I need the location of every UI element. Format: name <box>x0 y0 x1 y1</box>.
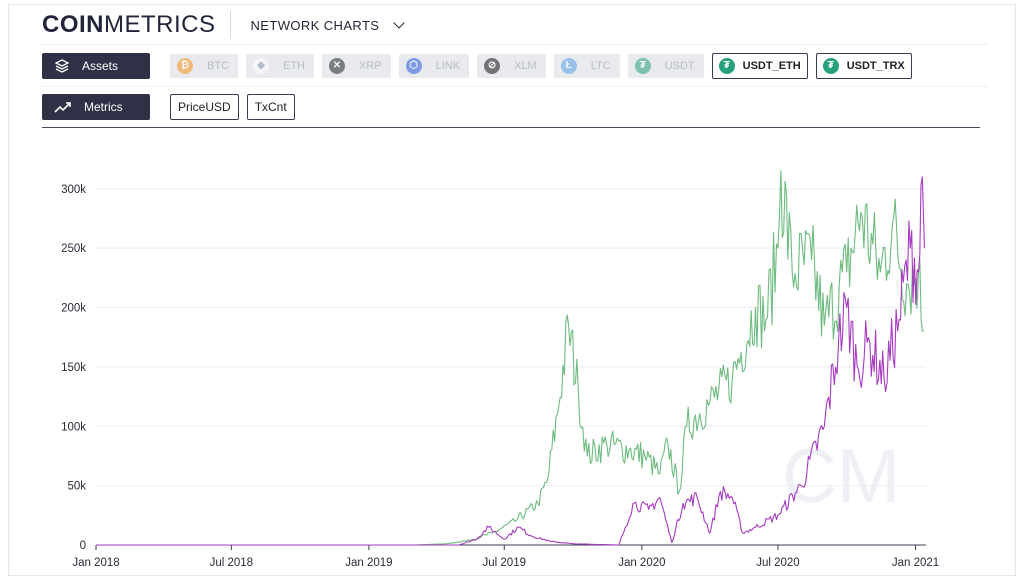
asset-chip-label: ETH <box>283 60 305 72</box>
metric-option-txcnt[interactable]: TxCnt <box>246 94 295 120</box>
network-charts-dropdown[interactable]: NETWORK CHARTS <box>250 17 406 33</box>
header: COINMETRICS NETWORK CHARTS <box>42 10 406 40</box>
y-tick-label: 150k <box>61 362 86 374</box>
x-tick-label: Jan 2019 <box>345 557 392 569</box>
metric-option-label: TxCnt <box>254 100 287 114</box>
y-tick-label: 200k <box>61 303 86 315</box>
asset-chip-usdt-eth[interactable]: ₮ USDT_ETH <box>711 53 808 79</box>
chainlink-icon: ⬡ <box>405 58 422 74</box>
chart-divider <box>42 127 980 128</box>
tether-icon: ₮ <box>822 58 839 74</box>
bitcoin-icon: ₿ <box>177 58 193 74</box>
ethereum-icon: ◆ <box>253 58 269 74</box>
layers-icon <box>54 59 70 73</box>
metrics-label: Metrics <box>84 100 123 114</box>
metric-option-label: PriceUSD <box>178 100 231 114</box>
x-tick-label: Jul 2018 <box>210 557 253 569</box>
series-group <box>96 170 926 546</box>
assets-divider-line <box>42 86 988 87</box>
asset-chip-btc[interactable]: ₿ BTC <box>170 54 238 78</box>
asset-chip-ltc[interactable]: Ł LTC <box>553 54 620 78</box>
x-tick-label: Jul 2020 <box>756 557 799 569</box>
coinmetrics-logo[interactable]: COINMETRICS <box>42 11 216 38</box>
y-axis: 0 50k 100k 150k 200k 250k 300k <box>61 184 86 552</box>
asset-chip-xlm[interactable]: ⊘ XLM <box>477 54 546 78</box>
asset-chip-label: LINK <box>435 60 461 72</box>
asset-chip-label: USDT <box>664 60 695 72</box>
xrp-icon: ✕ <box>329 58 345 74</box>
y-tick-label: 50k <box>67 481 86 493</box>
asset-chip-usdt[interactable]: ₮ USDT <box>627 54 704 78</box>
asset-chip-xrp[interactable]: ✕ XRP <box>322 54 391 78</box>
asset-chip-link[interactable]: ⬡ LINK <box>398 54 470 78</box>
header-divider-line <box>42 44 988 45</box>
metrics-row: Metrics PriceUSD TxCnt <box>42 94 295 120</box>
stellar-icon: ⊘ <box>484 58 501 74</box>
metric-option-priceusd[interactable]: PriceUSD <box>170 94 239 120</box>
asset-chip-label: USDT_ETH <box>742 60 801 72</box>
x-tick-label: Jan 2018 <box>72 557 119 569</box>
assets-label: Assets <box>82 59 119 73</box>
asset-chip-usdt-trx[interactable]: ₮ USDT_TRX <box>815 53 912 79</box>
y-tick-label: 0 <box>80 540 86 552</box>
y-tick-label: 250k <box>61 243 86 255</box>
y-tick-label: 100k <box>61 421 86 433</box>
assets-button[interactable]: Assets <box>42 53 150 79</box>
asset-chip-eth[interactable]: ◆ ETH <box>246 54 314 78</box>
trending-up-icon <box>54 102 71 113</box>
assets-row: Assets ₿ BTC ◆ ETH ✕ XRP ⬡ LINK ⊘ XLM Ł LTC ₮ USDT ₮ US… <box>42 53 912 79</box>
x-tick-label: Jan 2020 <box>618 557 665 569</box>
x-axis: Jan 2018 Jul 2018 Jan 2019 Jul 2019 Jan 2020… <box>72 545 939 569</box>
x-tick-label: Jul 2019 <box>483 557 526 569</box>
header-divider <box>229 11 231 39</box>
asset-chip-label: LTC <box>590 60 611 72</box>
tether-icon: ₮ <box>634 58 651 74</box>
y-tick-label: 300k <box>61 184 86 196</box>
asset-chip-label: XLM <box>514 60 537 72</box>
network-charts-label: NETWORK CHARTS <box>250 17 380 33</box>
series-line-1 <box>96 176 926 546</box>
asset-chip-label: XRP <box>359 60 382 72</box>
metrics-button[interactable]: Metrics <box>42 94 150 120</box>
asset-chip-label: BTC <box>207 60 229 72</box>
watermark-logo: CM <box>782 434 900 519</box>
litecoin-icon: Ł <box>560 58 577 74</box>
x-tick-label: Jan 2021 <box>892 557 939 569</box>
tether-icon: ₮ <box>718 58 735 74</box>
asset-chip-label: USDT_TRX <box>846 60 905 72</box>
